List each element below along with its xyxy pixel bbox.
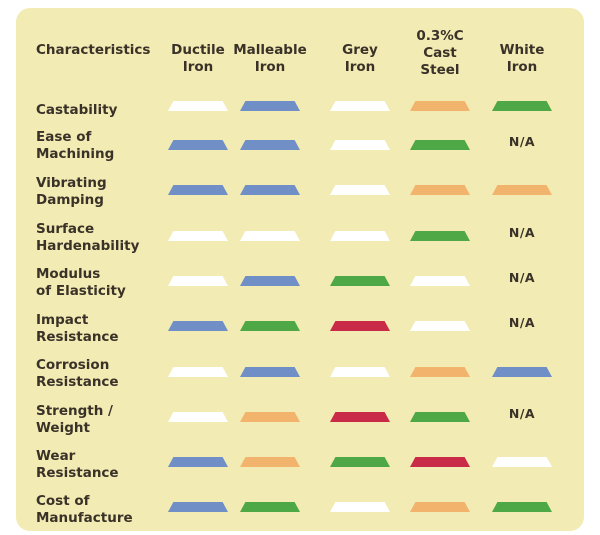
rating-bar-green xyxy=(410,140,470,150)
rating-bar-white xyxy=(168,367,228,377)
row-label: Strength / Weight xyxy=(36,403,113,436)
row-label: Ease of Machining xyxy=(36,129,115,162)
rating-bar-green xyxy=(330,276,390,286)
rating-bar-blue xyxy=(168,321,228,331)
rating-bar-red xyxy=(330,321,390,331)
comparison-panel xyxy=(16,8,584,531)
rating-bar-white xyxy=(330,502,390,512)
rating-bar-blue xyxy=(492,367,552,377)
rating-bar-blue xyxy=(168,502,228,512)
rating-bar-white xyxy=(168,276,228,286)
rating-bar-green xyxy=(410,412,470,422)
rating-bar-white xyxy=(168,231,228,241)
row-label: Surface Hardenability xyxy=(36,221,140,254)
rating-bar-white xyxy=(330,231,390,241)
row-label: Corrosion Resistance xyxy=(36,357,119,390)
header-column-1: Ductile Iron xyxy=(171,42,225,75)
rating-bar-white xyxy=(410,321,470,331)
rating-bar-white xyxy=(492,457,552,467)
rating-bar-white xyxy=(330,140,390,150)
rating-bar-blue xyxy=(240,101,300,111)
rating-bar-blue xyxy=(168,457,228,467)
rating-bar-orange xyxy=(410,502,470,512)
header-characteristics: Characteristics xyxy=(36,42,151,58)
row-label: Impact Resistance xyxy=(36,312,119,345)
rating-bar-white xyxy=(330,101,390,111)
rating-bar-green xyxy=(410,231,470,241)
not-applicable-cell: N/A xyxy=(508,134,536,149)
rating-bar-blue xyxy=(240,367,300,377)
rating-bar-white xyxy=(240,231,300,241)
rating-bar-green xyxy=(492,101,552,111)
rating-bar-orange xyxy=(410,185,470,195)
header-column-3: Grey Iron xyxy=(342,42,378,75)
not-applicable-cell: N/A xyxy=(508,225,536,240)
rating-bar-blue xyxy=(168,140,228,150)
rating-bar-white xyxy=(410,276,470,286)
rating-bar-white xyxy=(330,367,390,377)
rating-bar-orange xyxy=(240,412,300,422)
row-label: Vibrating Damping xyxy=(36,175,107,208)
not-applicable-cell: N/A xyxy=(508,315,536,330)
not-applicable-cell: N/A xyxy=(508,270,536,285)
header-column-4: 0.3%C Cast Steel xyxy=(416,28,464,78)
rating-bar-blue xyxy=(240,185,300,195)
rating-bar-orange xyxy=(492,185,552,195)
row-label: Wear Resistance xyxy=(36,448,119,481)
rating-bar-green xyxy=(240,502,300,512)
row-label: Castability xyxy=(36,102,118,118)
rating-bar-blue xyxy=(240,140,300,150)
rating-bar-orange xyxy=(410,367,470,377)
rating-bar-white xyxy=(330,185,390,195)
rating-bar-blue xyxy=(168,185,228,195)
row-label: Modulus of Elasticity xyxy=(36,266,126,299)
rating-bar-red xyxy=(410,457,470,467)
header-column-5: White Iron xyxy=(499,42,545,75)
not-applicable-cell: N/A xyxy=(508,406,536,421)
rating-bar-white xyxy=(168,412,228,422)
rating-bar-orange xyxy=(240,457,300,467)
header-column-2: Malleable Iron xyxy=(233,42,307,75)
rating-bar-blue xyxy=(240,276,300,286)
rating-bar-red xyxy=(330,412,390,422)
rating-bar-green xyxy=(240,321,300,331)
rating-bar-orange xyxy=(410,101,470,111)
rating-bar-green xyxy=(330,457,390,467)
rating-bar-white xyxy=(168,101,228,111)
rating-bar-green xyxy=(492,502,552,512)
row-label: Cost of Manufacture xyxy=(36,493,133,526)
